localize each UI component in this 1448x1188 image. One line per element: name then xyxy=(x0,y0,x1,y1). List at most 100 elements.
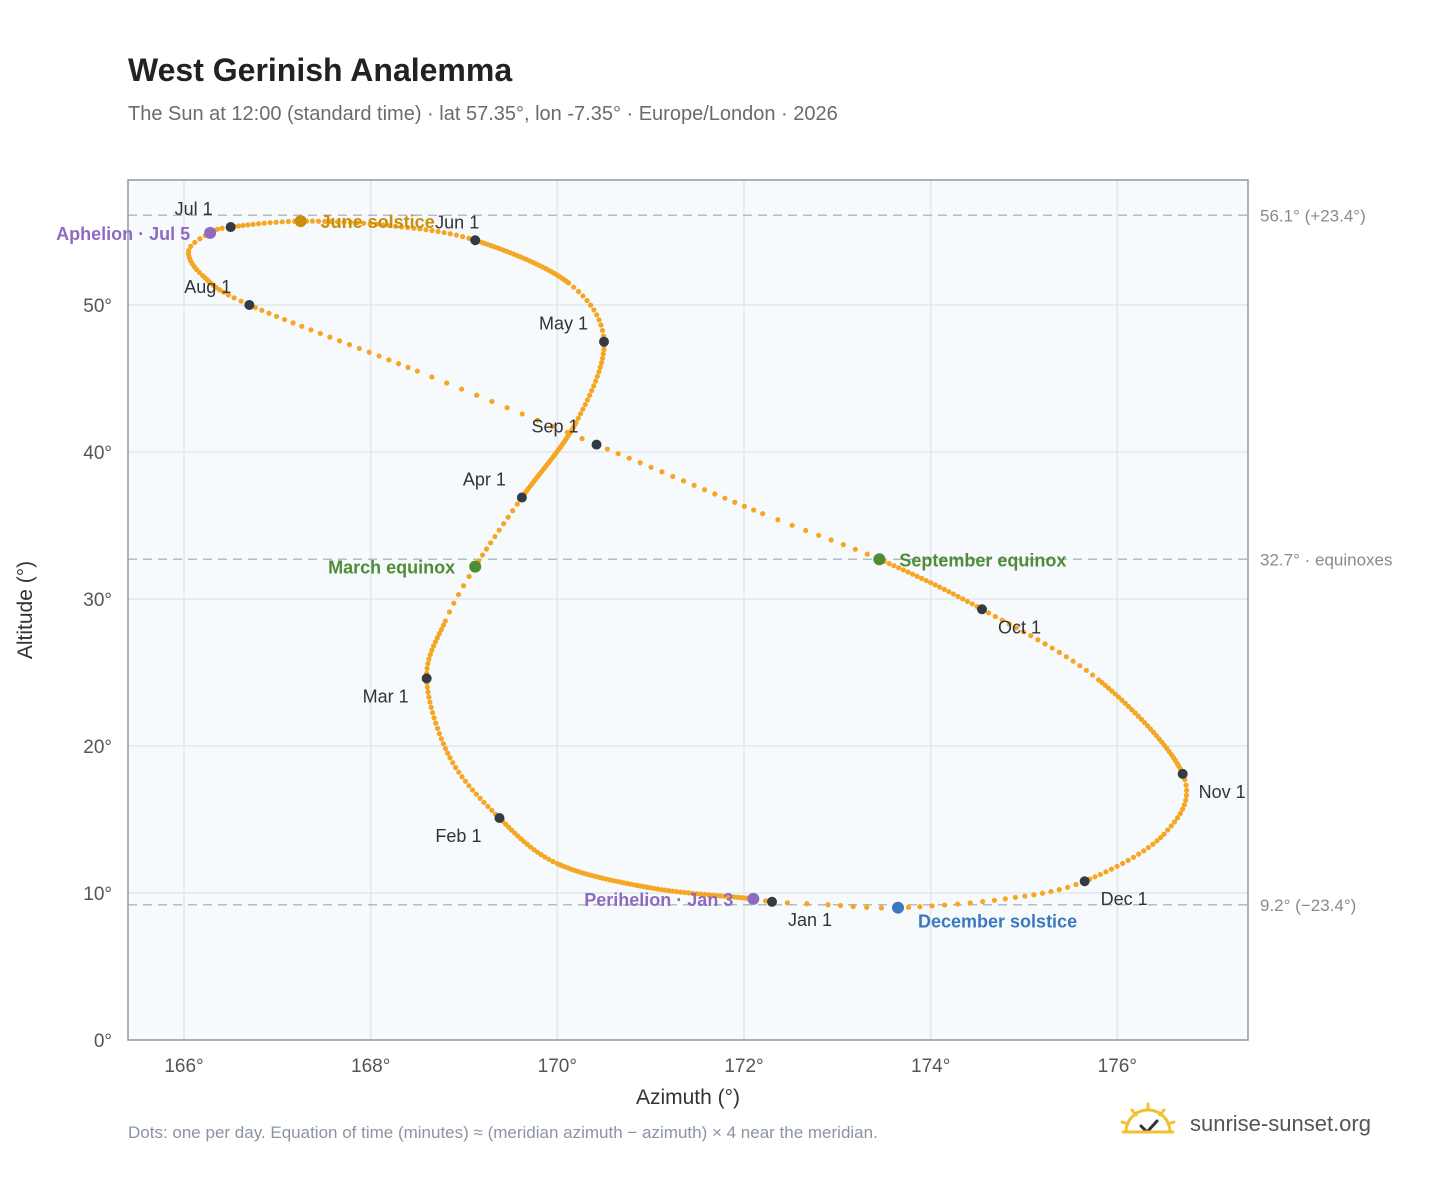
daily-sun-dot xyxy=(954,901,961,907)
daily-sun-dot xyxy=(1150,841,1156,847)
daily-sun-dot xyxy=(1042,641,1048,647)
daily-sun-dot xyxy=(587,392,593,398)
daily-sun-dot xyxy=(441,229,447,236)
daily-sun-dot xyxy=(376,353,382,359)
daily-sun-dot xyxy=(546,856,552,862)
daily-sun-dot xyxy=(336,338,343,344)
daily-sun-dot xyxy=(712,491,718,497)
daily-sun-dot xyxy=(599,355,606,361)
daily-sun-dot xyxy=(596,369,602,375)
daily-sun-dot xyxy=(694,891,700,897)
daily-sun-dot xyxy=(601,347,607,353)
daily-sun-dot xyxy=(1073,881,1079,888)
daily-sun-dot xyxy=(950,591,956,597)
daily-sun-dot xyxy=(225,292,231,298)
daily-sun-dot xyxy=(290,320,296,326)
daily-sun-dot xyxy=(900,567,906,573)
daily-sun-dot xyxy=(599,327,606,334)
daily-sun-dot xyxy=(732,499,738,505)
month-marker xyxy=(767,896,777,907)
month-marker-label: Sep 1 xyxy=(531,417,578,437)
daily-sun-dot xyxy=(356,345,362,352)
daily-sun-dot xyxy=(1064,884,1071,890)
month-marker-label: Oct 1 xyxy=(998,617,1041,637)
daily-sun-dot xyxy=(762,898,769,904)
daily-sun-dot xyxy=(702,891,708,898)
daily-sun-dot xyxy=(466,573,472,580)
daily-sun-dot xyxy=(637,460,643,466)
daily-sun-dot xyxy=(1115,694,1122,700)
daily-sun-dot xyxy=(481,799,487,806)
daily-sun-dot xyxy=(1048,888,1054,895)
daily-sun-dot xyxy=(238,298,244,304)
daily-sun-dot xyxy=(434,725,441,732)
plot-frame xyxy=(127,179,1249,1041)
x-tick-label: 172° xyxy=(724,1056,763,1077)
daily-sun-dot xyxy=(267,220,273,226)
month-marker xyxy=(1079,876,1090,887)
daily-sun-dot xyxy=(261,220,267,226)
daily-sun-dot xyxy=(905,904,912,910)
daily-sun-dot xyxy=(266,310,272,316)
daily-sun-dot xyxy=(429,374,435,380)
daily-sun-dot xyxy=(429,709,436,716)
daily-sun-dot xyxy=(1183,782,1189,788)
daily-sun-dot xyxy=(460,583,467,589)
daily-sun-dot xyxy=(428,704,434,710)
daily-sun-dot xyxy=(426,656,432,662)
daily-sun-dot xyxy=(219,225,225,231)
daily-sun-dot xyxy=(347,219,354,226)
event-marker-label: Perihelion · Jan 3 xyxy=(584,890,733,910)
daily-sun-dot xyxy=(670,888,676,894)
month-markers: Jan 1 Feb 1 Mar 1 Apr 1 May 1 Jun 1 Jul 1 Aug 1… xyxy=(175,199,1246,930)
daily-sun-dot xyxy=(1141,720,1148,726)
daily-sun-dot xyxy=(886,560,892,567)
daily-sun-dot xyxy=(919,575,925,581)
daily-sun-dot xyxy=(417,226,423,232)
month-marker xyxy=(244,299,255,310)
event-marker-label: Aphelion · Jul 5 xyxy=(56,224,190,244)
daily-sun-dot xyxy=(980,899,986,905)
month-marker-label: Dec 1 xyxy=(1101,889,1148,909)
daily-sun-dot xyxy=(1103,869,1109,875)
daily-sun-dot xyxy=(446,609,453,615)
daily-sun-dot xyxy=(828,537,834,543)
daily-sun-dot xyxy=(425,660,431,667)
month-marker xyxy=(516,492,527,503)
daily-sun-dot xyxy=(1171,819,1178,825)
daily-sun-dot xyxy=(1092,874,1098,880)
month-marker xyxy=(225,222,236,233)
daily-sun-dot xyxy=(466,783,472,789)
daily-sun-dot xyxy=(429,647,435,653)
y-tick-label: 30° xyxy=(83,590,112,611)
daily-sun-dot xyxy=(192,239,198,246)
daily-sun-dot xyxy=(1049,645,1055,651)
daily-sun-dot xyxy=(1114,863,1120,869)
daily-sun-dot xyxy=(273,219,279,225)
x-tick-label: 174° xyxy=(911,1056,950,1077)
daily-sun-dot xyxy=(514,501,520,507)
daily-sun-dot xyxy=(741,503,747,509)
daily-sun-dot xyxy=(615,451,621,457)
y-tick-label: 0° xyxy=(94,1031,112,1052)
daily-sun-dot xyxy=(850,903,856,910)
daily-sun-dot xyxy=(1141,848,1147,854)
daily-sun-dot xyxy=(1090,672,1096,678)
daily-sun-dot xyxy=(593,378,599,384)
daily-sun-dot xyxy=(937,584,943,590)
daily-sun-dot xyxy=(1136,851,1142,857)
daily-sun-dot xyxy=(447,755,453,761)
event-marker-label: September equinox xyxy=(899,550,1066,570)
daily-sun-dot xyxy=(273,313,280,319)
daily-sun-dot xyxy=(1028,633,1034,639)
daily-sun-dot xyxy=(837,902,844,909)
daily-sun-dot xyxy=(432,639,439,645)
daily-sun-dot xyxy=(425,689,431,695)
daily-sun-dot xyxy=(430,643,437,649)
daily-sun-dot xyxy=(999,617,1005,623)
daily-sun-dot xyxy=(1108,866,1115,872)
daily-sun-dot xyxy=(492,533,498,540)
daily-sun-dot xyxy=(1012,894,1018,901)
daily-sun-dot xyxy=(1020,629,1027,635)
